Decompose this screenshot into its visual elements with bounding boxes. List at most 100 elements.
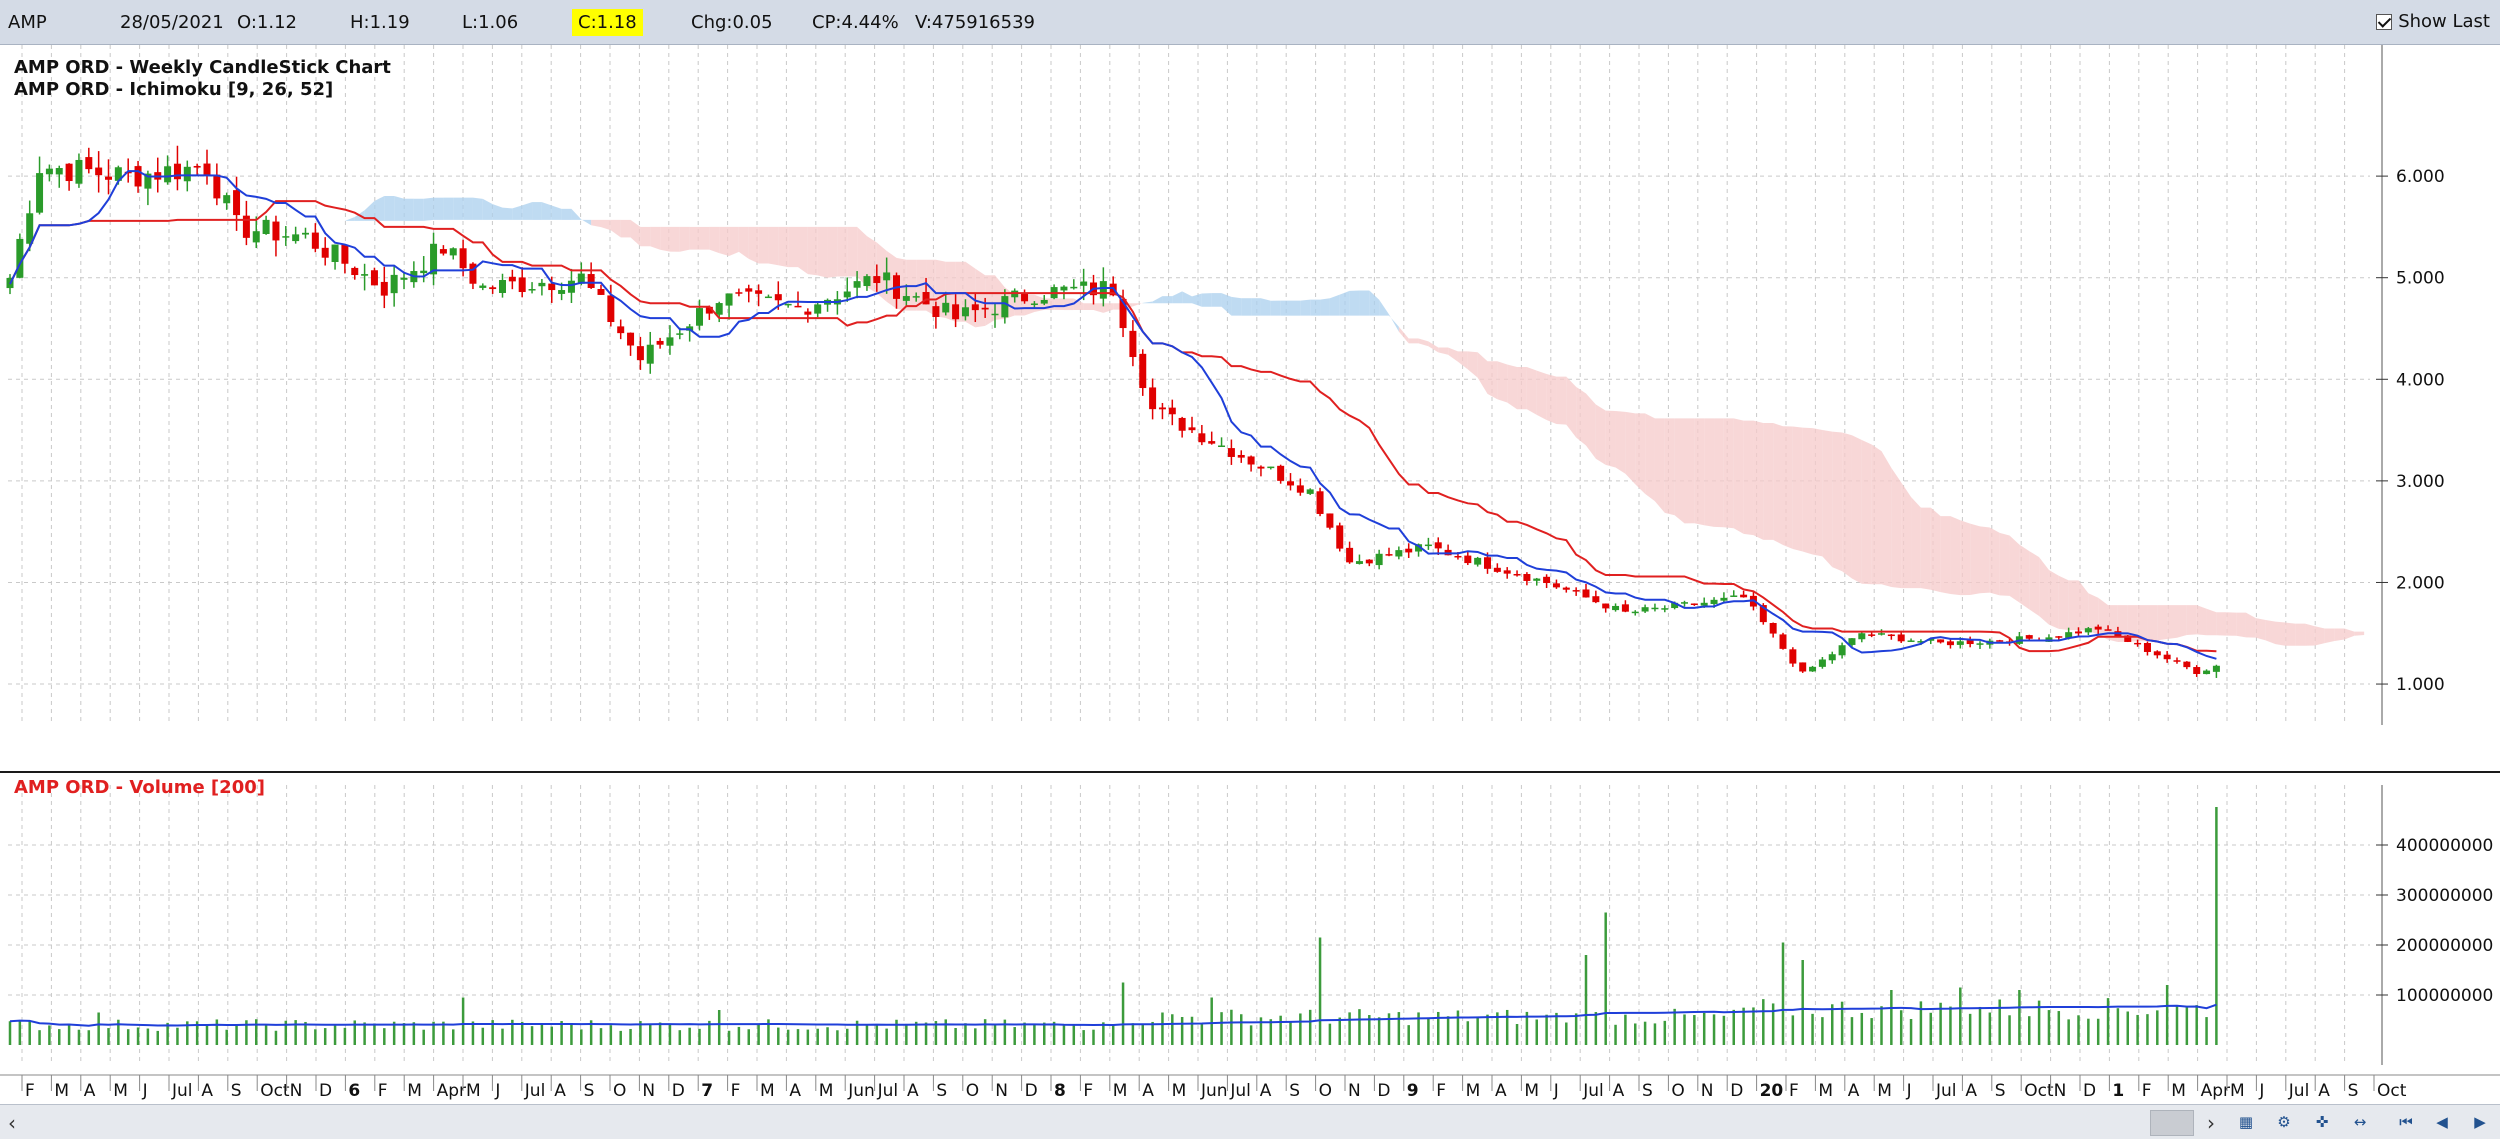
x-tick-label: 1 [2112,1081,2124,1101]
x-tick-label: 7 [701,1081,713,1101]
prev-icon[interactable]: ◀ [2436,1113,2448,1131]
first-icon[interactable]: ⏮ [2399,1113,2413,1131]
candle-body [1927,638,1935,641]
candle-body [16,238,24,278]
x-tick-label: M [466,1081,481,1101]
scroll-right-icon[interactable]: › [2207,1111,2215,1135]
cloud-segment [975,268,986,328]
x-tick-label: A [1495,1081,1507,1101]
candle-body [1306,489,1314,494]
candle-body [1552,583,1560,588]
cloud-segment [2127,605,2138,642]
cloud-segment [581,219,592,226]
horizontal-scrollbar[interactable]: ‹ › ▦ ⚙ ✜ ↔ ⏮ ◀ ▶ [0,1104,2500,1139]
cloud-segment [1851,435,1862,584]
checkbox-checked-icon[interactable] [2376,13,2393,30]
candle-body [922,291,930,305]
x-tick-label: Oct [2024,1081,2054,1101]
candle-body [548,283,556,291]
candle-body [233,190,241,216]
chart-canvas[interactable]: AMP ORD - Weekly CandleStick Chart AMP O… [0,45,2500,1104]
cloud-segment [1802,427,1813,555]
candle-body [1129,330,1137,358]
date-axis-labels: F M A M J Jul A S Oct N D 6 F M Apr M J Jul A S O N D 7 F M A M Jun J… [21,1075,2407,1101]
candle-body [1976,643,1984,645]
candle-body [508,276,516,282]
candle-body [2203,670,2211,675]
cloud-segment [1881,451,1892,587]
x-tick-label: O [966,1081,979,1101]
cloud-segment [2167,605,2177,640]
cloud-segment [827,226,838,278]
pan-icon[interactable]: ↔ [2353,1113,2367,1131]
cloud-segment [847,226,858,277]
scroll-left-icon[interactable]: ‹ [8,1111,16,1135]
x-tick-label: O [613,1081,626,1101]
zoom-icon[interactable]: ⚙ [2277,1113,2291,1131]
cloud-segment [532,202,542,220]
cloud-segment [2137,605,2148,642]
show-last-checkbox[interactable]: Show Last [2376,11,2490,32]
cloud-segment [2344,628,2355,640]
quote-volume: V:475916539 [915,12,1035,33]
candle-body [1631,611,1639,614]
cloud-segment [1980,526,1990,594]
y-tick-label: 300000000 [2396,886,2493,906]
candle-body [1769,623,1777,634]
candle-body [420,270,428,274]
cloud-segment [1251,298,1261,316]
cursor-icon[interactable]: ✜ [2315,1113,2329,1131]
candle-body [1956,641,1964,645]
candle-body [1661,608,1669,610]
candle-body [262,219,270,234]
candle-body [1641,607,1649,612]
x-tick-label: J [142,1081,148,1101]
y-tick-label: 5.000 [2396,269,2445,289]
cloud-segment [709,226,720,254]
cloud-segment [335,220,345,224]
candle-body [1996,640,2004,642]
candle-body [1966,640,1974,645]
scroll-thumb[interactable] [2150,1110,2194,1136]
next-icon[interactable]: ▶ [2474,1113,2486,1131]
cloud-segment [344,216,355,221]
cloud-segment [2245,612,2256,638]
cloud-segment [1172,291,1183,304]
cloud-segment [1487,361,1498,400]
cloud-segment [2058,575,2069,631]
cloud-segment [492,204,503,220]
cloud-segment [1132,302,1143,307]
candle-body [597,288,605,295]
candle-body [45,168,53,175]
x-tick-label: N [2054,1081,2067,1101]
cloud-segment [1457,351,1468,370]
candle-body [1208,441,1216,444]
x-tick-label: Jul [1582,1081,1604,1101]
candle-body [2124,635,2132,642]
cloud-segment [1940,516,1951,594]
cloud-segment [1674,418,1685,524]
cloud-segment [778,226,789,268]
cloud-segment [768,226,779,266]
candle-body [814,304,822,314]
candle-body [1700,602,1708,606]
candle-body [302,232,309,235]
cloud-segment [1182,291,1192,304]
chart-type-icon[interactable]: ▦ [2238,1113,2254,1131]
candle-body [1434,542,1442,549]
cloud-segment [2334,628,2345,642]
candle-body [912,296,920,298]
candle-body [764,296,772,299]
candle-body [1809,666,1817,672]
cloud-segment [453,197,464,220]
candle-body [1740,594,1748,598]
quote-close: C:1.18 [572,9,643,36]
candle-body [26,213,34,244]
cloud-segment [1162,296,1173,304]
cloud-segment [758,226,769,264]
y-tick-label: 200000000 [2396,936,2493,956]
x-tick-label: M [819,1081,834,1101]
candle-body [341,244,349,264]
candle-body [105,176,112,180]
candle-body [1316,491,1324,514]
